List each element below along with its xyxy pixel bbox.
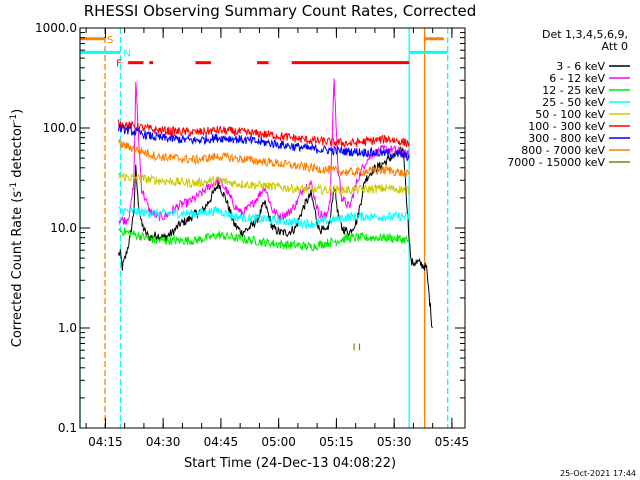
x-tick-label: 05:00 xyxy=(261,435,296,449)
y-axis-title: Corrected Count Rate (s-1 detector-1) xyxy=(9,109,25,347)
legend-label: 25 - 50 keV xyxy=(542,96,605,109)
x-tick-label: 05:45 xyxy=(435,435,470,449)
x-axis: 04:15 04:30 04:45 05:00 05:15 05:30 05:45 xyxy=(85,28,470,449)
vertical-markers xyxy=(79,28,449,428)
series-line xyxy=(118,172,410,196)
x-tick-label: 04:45 xyxy=(204,435,239,449)
flag-label-f: F xyxy=(116,59,122,70)
data-series xyxy=(118,78,433,351)
series-line xyxy=(118,138,410,179)
x-tick-label: 05:15 xyxy=(319,435,354,449)
series-line xyxy=(118,227,410,252)
legend-label: 3 - 6 keV xyxy=(556,60,605,73)
legend-header: Att 0 xyxy=(602,40,628,53)
y-tick-label: 10.0 xyxy=(50,221,77,235)
y-tick-label: 1.0 xyxy=(58,321,77,335)
y-axis: 0.1 1.0 10.0 100.0 1000.0 xyxy=(35,21,465,435)
x-axis-title: Start Time (24-Dec-13 04:08:22) xyxy=(184,456,396,471)
legend-label: 6 - 12 keV xyxy=(549,72,605,85)
flag-bars: SNF xyxy=(80,35,448,70)
legend-label: 100 - 300 keV xyxy=(528,120,605,133)
legend-label: 12 - 25 keV xyxy=(542,84,605,97)
legend-label: 800 - 7000 keV xyxy=(521,144,605,157)
legend-label: 7000 - 15000 keV xyxy=(507,156,605,169)
flag-label-n: N xyxy=(123,48,130,59)
legend-label: 300 - 800 keV xyxy=(528,132,605,145)
series-line xyxy=(118,205,410,230)
y-tick-label: 100.0 xyxy=(43,121,77,135)
series-line xyxy=(118,119,410,148)
x-tick-label: 05:30 xyxy=(377,435,412,449)
series-line xyxy=(118,146,433,329)
x-tick-label: 04:15 xyxy=(88,435,123,449)
legend-label: 50 - 100 keV xyxy=(535,108,605,121)
footer-timestamp: 25-Oct-2021 17:44 xyxy=(560,469,636,478)
series-line xyxy=(118,122,410,162)
x-tick-label: 04:30 xyxy=(146,435,181,449)
y-tick-label: 1000.0 xyxy=(35,21,77,35)
legend-header: Det 1,3,4,5,6,9, xyxy=(542,28,628,41)
y-tick-label: 0.1 xyxy=(58,421,77,435)
flag-label-s: S xyxy=(107,35,113,46)
chart-title: RHESSI Observing Summary Count Rates, Co… xyxy=(84,2,477,20)
